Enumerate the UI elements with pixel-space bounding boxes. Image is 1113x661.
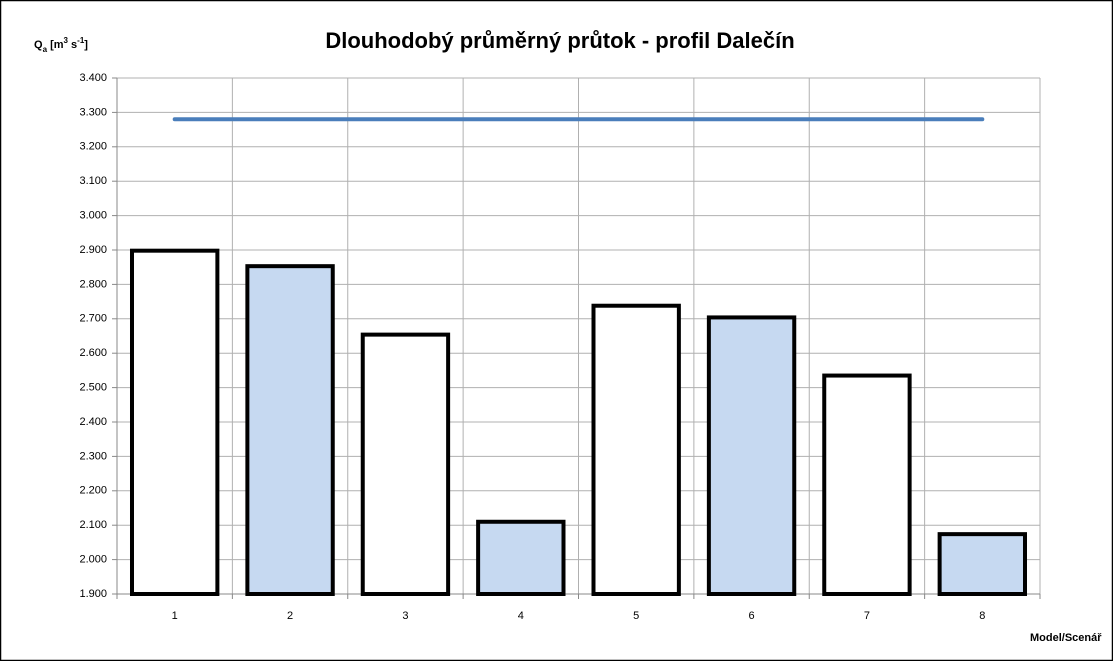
y-axis-label-part: -1 (77, 36, 85, 45)
y-tick-label: 2.600 (79, 347, 107, 359)
y-tick-label: 2.200 (79, 485, 107, 497)
x-tick-label: 7 (864, 610, 870, 622)
y-axis-label-part: ] (84, 39, 88, 51)
y-tick-label: 3.100 (79, 175, 107, 187)
y-axis-label-part: Q (34, 39, 43, 51)
y-axis-label-part: s (68, 39, 77, 51)
y-tick-label: 3.200 (79, 141, 107, 153)
y-axis-label-part: a (43, 45, 48, 54)
y-axis-label-part: 3 (64, 36, 69, 45)
x-tick-label: 1 (172, 610, 178, 622)
bar (591, 303, 681, 596)
y-axis-label-part: [m (47, 39, 64, 51)
y-axis-label: Qa [m3 s-1] (34, 36, 88, 54)
y-tick-label: 3.300 (79, 106, 107, 118)
y-tick-label: 3.000 (79, 210, 107, 222)
x-tick-label: 6 (749, 610, 755, 622)
bar (129, 248, 220, 597)
x-tick-label: 3 (402, 610, 408, 622)
y-tick-label: 2.500 (79, 382, 107, 394)
x-tick-label: 4 (518, 610, 524, 622)
y-tick-label: 3.400 (79, 72, 107, 84)
y-tick-label: 2.900 (79, 244, 107, 256)
bar (360, 332, 451, 596)
y-tick-label: 2.100 (79, 519, 107, 531)
y-tick-label: 2.300 (79, 450, 107, 462)
y-tick-label: 2.700 (79, 313, 107, 325)
x-axis-label: Model/Scenář (1030, 632, 1102, 644)
bar (706, 315, 797, 596)
bar (937, 532, 1028, 596)
x-tick-label: 2 (287, 610, 293, 622)
y-tick-label: 1.900 (79, 588, 107, 600)
bar (476, 519, 566, 597)
bar (822, 373, 912, 596)
bar (245, 264, 335, 596)
y-tick-label: 2.000 (79, 554, 107, 566)
chart-title: Dlouhodobý průměrný průtok - profil Dale… (325, 28, 794, 53)
x-tick-label: 8 (979, 610, 985, 622)
x-tick-label: 5 (633, 610, 639, 622)
y-tick-label: 2.800 (79, 278, 107, 290)
y-tick-label: 2.400 (79, 416, 107, 428)
